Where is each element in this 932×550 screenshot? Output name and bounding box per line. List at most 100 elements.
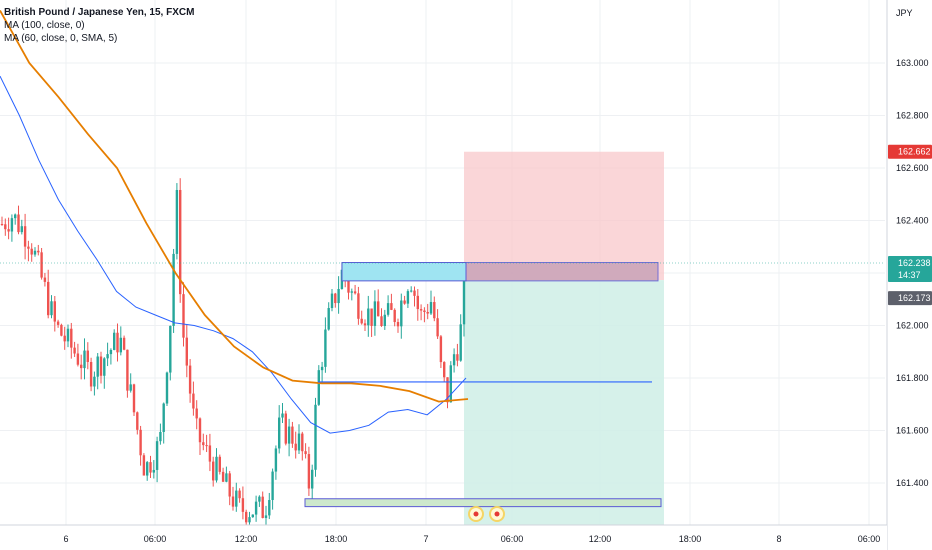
candle-body bbox=[76, 353, 80, 365]
candle-body bbox=[73, 347, 76, 354]
price-tick-label: 161.400 bbox=[896, 478, 929, 488]
candle-body bbox=[360, 318, 363, 324]
legend-ma60[interactable]: MA (60, close, 0, SMA, 5) bbox=[4, 33, 118, 44]
price-axis[interactable]: JPY161.400161.600161.800162.000162.20016… bbox=[886, 0, 932, 550]
price-tick-label: 162.400 bbox=[896, 216, 929, 226]
entry-box[interactable] bbox=[465, 262, 659, 282]
candle bbox=[23, 213, 27, 260]
time-tick-label: 18:00 bbox=[679, 534, 702, 544]
candle-body bbox=[215, 456, 218, 481]
candle bbox=[175, 183, 179, 260]
take-profit-zone[interactable] bbox=[464, 280, 664, 525]
candle-body bbox=[0, 224, 4, 225]
candle bbox=[268, 492, 271, 520]
candle bbox=[241, 486, 245, 520]
candle-body bbox=[103, 358, 106, 376]
candle-body bbox=[301, 433, 304, 452]
candle-body bbox=[212, 461, 215, 481]
ma60-line bbox=[0, 10, 469, 403]
candle bbox=[327, 302, 330, 331]
candle-body bbox=[320, 366, 324, 371]
time-axis-background bbox=[0, 525, 887, 550]
candle bbox=[159, 423, 162, 445]
event-marker-dot bbox=[473, 511, 479, 517]
candle-body bbox=[261, 496, 264, 518]
time-tick-label: 6 bbox=[63, 534, 68, 544]
candle-body bbox=[99, 356, 103, 376]
candle-body bbox=[129, 384, 132, 391]
candle bbox=[89, 357, 93, 392]
candle bbox=[436, 309, 439, 340]
candle-body bbox=[278, 417, 281, 449]
candle-body bbox=[152, 469, 155, 473]
legend-title[interactable]: British Pound / Japanese Yen, 15, FXCM bbox=[4, 7, 195, 18]
candle bbox=[129, 373, 132, 393]
resistance-box[interactable] bbox=[341, 262, 467, 282]
event-marker[interactable] bbox=[468, 506, 484, 522]
candle bbox=[20, 219, 23, 235]
candle-body bbox=[14, 214, 17, 219]
legend-ma100[interactable]: MA (100, close, 0) bbox=[4, 20, 85, 31]
candle bbox=[390, 293, 393, 311]
support-box[interactable] bbox=[304, 498, 662, 508]
candle bbox=[152, 460, 155, 479]
candle bbox=[116, 323, 119, 362]
candle-body bbox=[218, 456, 221, 472]
candle bbox=[334, 292, 337, 308]
price-tick-label: 161.600 bbox=[896, 426, 929, 436]
candle-body bbox=[251, 514, 254, 518]
price-tick-label: 162.600 bbox=[896, 163, 929, 173]
candle-body bbox=[195, 408, 198, 419]
candle-body bbox=[449, 365, 452, 403]
position-zones[interactable] bbox=[464, 151, 664, 525]
candle-body bbox=[284, 413, 287, 444]
candle bbox=[182, 282, 185, 347]
candle-body bbox=[162, 403, 165, 432]
price-tick-label: 163.000 bbox=[896, 58, 929, 68]
time-axis[interactable]: 6 06:00 12:00 18:00 7 06:00 12:00 18:00 8 06:00 bbox=[0, 524, 887, 550]
candle bbox=[192, 381, 195, 416]
time-tick-label: 12:00 bbox=[589, 534, 612, 544]
candle-body bbox=[241, 498, 245, 512]
event-marker[interactable] bbox=[489, 506, 505, 522]
candle-body bbox=[139, 429, 142, 456]
candle-body bbox=[126, 349, 129, 391]
candle-body bbox=[363, 323, 367, 326]
drawing-objects[interactable] bbox=[0, 262, 885, 522]
price-tick-label: 161.800 bbox=[896, 373, 929, 383]
candle bbox=[357, 286, 360, 325]
time-tick-label: 18:00 bbox=[325, 534, 348, 544]
candle bbox=[86, 342, 89, 370]
candle-body bbox=[271, 471, 274, 501]
candle-body bbox=[383, 314, 386, 327]
candle-body bbox=[370, 308, 373, 326]
price-tick-label: 162.800 bbox=[896, 111, 929, 121]
candle bbox=[304, 443, 307, 459]
candle bbox=[50, 295, 53, 319]
candle-body bbox=[459, 324, 462, 361]
candle bbox=[337, 276, 340, 314]
candle-body bbox=[205, 445, 208, 447]
price-tick-label: 162.000 bbox=[896, 321, 929, 331]
candle-body bbox=[377, 301, 380, 317]
candle bbox=[165, 371, 169, 406]
stop-price-badge bbox=[888, 144, 932, 159]
candle bbox=[311, 464, 314, 500]
stop-loss-zone[interactable] bbox=[464, 151, 664, 281]
last-price-badge bbox=[888, 256, 932, 283]
candle-body bbox=[291, 426, 294, 444]
candle bbox=[0, 216, 4, 226]
candle-body bbox=[202, 442, 205, 446]
candle bbox=[76, 343, 80, 367]
candle bbox=[350, 288, 353, 301]
candle bbox=[195, 400, 198, 430]
candle-body bbox=[413, 290, 416, 296]
candle bbox=[221, 467, 225, 483]
candle bbox=[281, 402, 284, 423]
currency-label: JPY bbox=[896, 8, 913, 18]
candle-body bbox=[436, 318, 439, 337]
candle bbox=[231, 486, 235, 511]
candle bbox=[456, 343, 459, 367]
candle bbox=[271, 468, 274, 510]
